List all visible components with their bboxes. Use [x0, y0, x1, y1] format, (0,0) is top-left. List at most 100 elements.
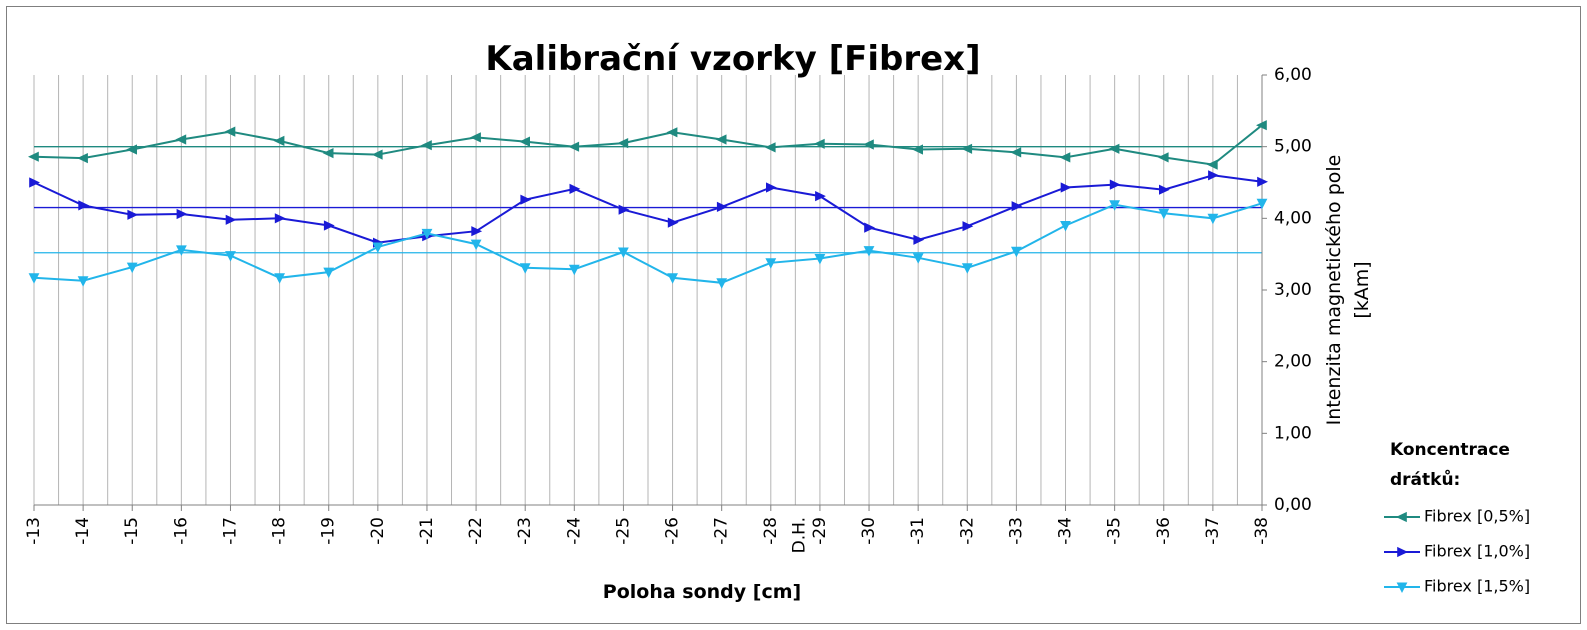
data-point	[962, 221, 974, 232]
data-point	[126, 144, 137, 155]
data-point	[372, 242, 384, 253]
data-point	[520, 194, 532, 205]
data-point	[961, 143, 973, 154]
x-tick-label-14: -27	[712, 517, 732, 545]
series-2	[28, 198, 1268, 289]
data-point	[175, 134, 187, 145]
data-point	[568, 264, 580, 276]
x-axis-annotation-dh: D.H.	[789, 517, 809, 553]
data-point	[618, 204, 630, 215]
y-tick-labels: 0,00 1,00 2,00 3,00 4,00 5,00 6,00	[1274, 65, 1312, 515]
y-tick-label-6: 6,00	[1274, 65, 1312, 85]
data-point	[78, 200, 90, 211]
mean-lines	[34, 146, 1262, 254]
x-tick-labels: -13 -14 -15 -16 -17 -18 -19 -20 -21 -22 -23 -24 -25 -…	[24, 517, 1272, 545]
legend: Koncentrace drátků: Fibrex [0,5%]Fibrex …	[1384, 440, 1530, 596]
data-point	[176, 208, 188, 220]
x-tick-label-8: -21	[417, 517, 437, 545]
data-point	[1256, 198, 1268, 210]
data-point	[766, 182, 777, 193]
data-point	[666, 127, 678, 138]
x-tick-label-4: -17	[220, 517, 240, 545]
data-point	[667, 217, 679, 228]
data-point	[29, 177, 40, 188]
data-point	[912, 253, 924, 264]
data-point	[716, 201, 728, 212]
legend-entry-1: Fibrex [1,0%]	[1384, 542, 1530, 561]
x-tick-label-6: -19	[319, 517, 339, 545]
legend-entries: Fibrex [0,5%] Fibrex [1,0%] Fibrex [1,5%]	[1384, 507, 1530, 596]
x-axis-title: Poloha sondy [cm]	[603, 581, 801, 603]
x-tick-label-11: -24	[564, 517, 584, 545]
data-point	[470, 132, 481, 143]
data-point	[569, 183, 581, 194]
data-point	[1158, 208, 1170, 220]
data-point	[1159, 184, 1170, 195]
data-point	[1208, 170, 1219, 181]
data-point	[1109, 200, 1120, 211]
x-tick-label-23: -36	[1154, 517, 1174, 545]
series-line-2	[33, 202, 1263, 284]
data-point	[323, 267, 335, 279]
data-point	[617, 138, 629, 149]
data-point	[421, 140, 432, 151]
data-point	[273, 135, 285, 146]
x-tick-label-19: -32	[957, 517, 977, 545]
y-axis-title-line1: Intenzita magnetického pole	[1323, 155, 1345, 426]
data-point	[371, 149, 383, 160]
data-point	[1060, 182, 1072, 193]
data-point	[28, 151, 39, 162]
data-point	[912, 144, 923, 155]
series-line-1	[33, 174, 1263, 244]
data-point	[1109, 179, 1121, 190]
data-point	[667, 273, 678, 284]
series-1	[29, 170, 1268, 248]
chart-frame	[6, 6, 1581, 624]
data-point	[765, 258, 777, 269]
legend-label-1: Fibrex [1,0%]	[1424, 542, 1530, 561]
legend-entry-2: Fibrex [1,5%]	[1384, 577, 1530, 596]
y-tick-label-3: 3,00	[1274, 280, 1312, 300]
data-point	[323, 220, 335, 231]
x-tick-label-13: -26	[663, 517, 683, 545]
data-point	[863, 246, 875, 257]
data-point	[274, 213, 286, 224]
y-tick-label-5: 5,00	[1274, 137, 1312, 157]
series-lines	[28, 120, 1268, 289]
data-point	[274, 273, 285, 284]
data-point	[470, 239, 482, 251]
data-point	[1108, 143, 1120, 154]
data-point	[764, 142, 776, 153]
data-point	[322, 148, 334, 159]
x-tick-label-1: -14	[73, 517, 93, 545]
x-tick-label-22: -35	[1105, 517, 1125, 545]
data-point	[815, 191, 826, 202]
data-point	[1011, 201, 1023, 212]
data-point	[1059, 152, 1071, 163]
data-point	[1256, 120, 1267, 131]
y-tick-label-1: 1,00	[1274, 423, 1312, 443]
data-point	[77, 153, 88, 164]
legend-swatch-marker-0	[1396, 511, 1407, 523]
x-tick-label-5: -18	[270, 517, 290, 545]
data-point	[863, 139, 874, 150]
data-point	[126, 262, 138, 274]
x-tick-label-20: -33	[1006, 517, 1026, 545]
data-point	[1010, 147, 1022, 158]
x-tick-label-2: -15	[122, 517, 142, 545]
data-point	[519, 136, 530, 147]
data-point	[1011, 246, 1022, 258]
data-point	[1207, 213, 1219, 225]
y-tick-label-2: 2,00	[1274, 352, 1312, 372]
data-point	[913, 234, 925, 245]
y-tick-label-0: 0,00	[1274, 495, 1312, 515]
data-point	[1060, 221, 1071, 232]
y-tick-label-4: 4,00	[1274, 208, 1312, 228]
legend-swatch-marker-2	[1396, 582, 1408, 593]
data-point	[77, 276, 89, 287]
data-point	[618, 247, 629, 258]
x-tick-label-12: -25	[613, 517, 633, 545]
x-tick-label-17: -30	[859, 517, 879, 545]
